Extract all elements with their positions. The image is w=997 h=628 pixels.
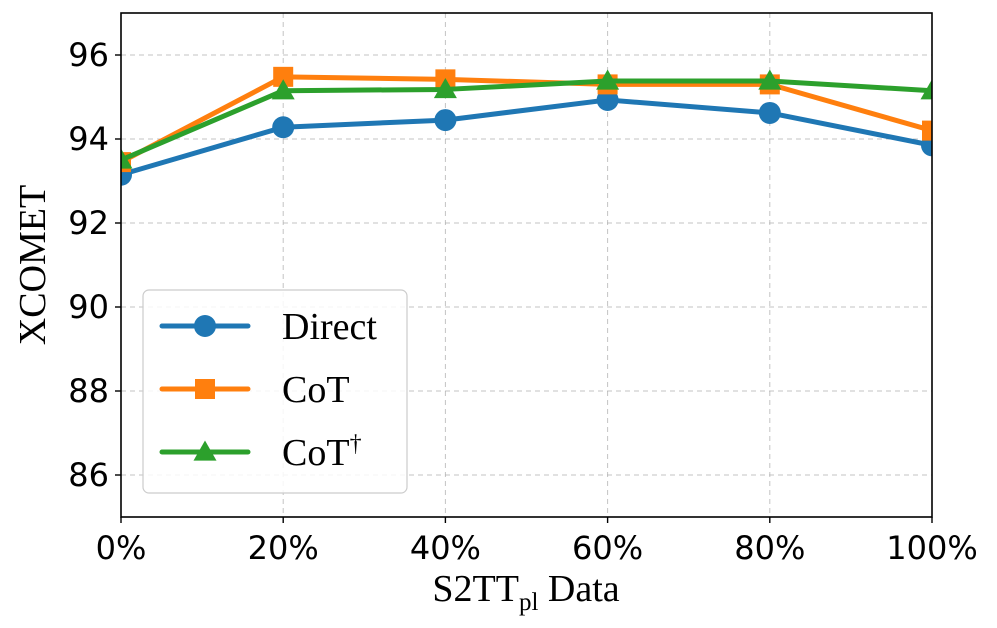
series-line [121, 78, 932, 163]
legend-box [142, 289, 408, 494]
x-axis-label-tail: Data [538, 568, 619, 610]
legend-label-text: Direct [282, 306, 377, 348]
x-tick-label: 0% [96, 529, 147, 567]
data-point-circle [758, 101, 781, 124]
series-layer [121, 66, 932, 186]
legend-entry: Direct [159, 306, 377, 348]
x-axis: 0% 20% 40% 60% 80% 100% [96, 517, 978, 567]
y-tick-label: 90 [68, 288, 109, 326]
data-point-triangle [596, 69, 620, 90]
legend-label: CoT† [282, 431, 362, 474]
legend-entry: CoT† [159, 431, 362, 474]
legend-label: Direct [282, 306, 377, 348]
legend-swatch-square [195, 379, 215, 399]
y-tick-label: 88 [68, 372, 109, 410]
x-tick-label: 60% [572, 529, 643, 567]
x-axis-label-sub: pl [519, 589, 539, 616]
data-point-triangle [271, 79, 295, 100]
data-point-triangle [920, 79, 932, 100]
data-point-square [922, 120, 932, 141]
legend-entry: CoT [159, 369, 350, 411]
data-point-circle [272, 116, 295, 139]
y-tick-label: 92 [68, 204, 109, 242]
x-tick-label: 40% [410, 529, 481, 567]
x-tick-label: 20% [248, 529, 319, 567]
data-point-square [273, 66, 294, 87]
legend-swatch-triangle [193, 440, 217, 461]
y-tick-label: 86 [68, 456, 109, 494]
data-point-triangle [121, 148, 133, 169]
x-axis-label: S2TTpl Data [432, 568, 619, 616]
legend-label-superscript: † [350, 431, 362, 457]
data-point-circle [434, 109, 457, 132]
data-point-circle [596, 88, 619, 111]
legend-label: CoT [282, 369, 350, 411]
series-line [121, 97, 932, 178]
x-tick-label: 100% [886, 529, 977, 567]
y-tick-label: 94 [68, 120, 109, 158]
series-line [121, 74, 932, 165]
plot-frame [120, 12, 933, 518]
data-point-triangle [433, 77, 457, 99]
y-axis-label: XCOMET [12, 185, 54, 345]
data-point-triangle [758, 69, 782, 90]
legend-label-text: CoT [282, 432, 350, 474]
y-axis: 86 88 90 92 94 96 [68, 36, 121, 494]
y-tick-label: 96 [68, 36, 109, 74]
legend-swatch-circle [194, 315, 216, 337]
series-2 [121, 69, 932, 169]
x-axis-label-main: S2TT [432, 568, 519, 610]
legend-label-text: CoT [282, 369, 350, 411]
series-0 [121, 88, 932, 186]
x-tick-label: 80% [734, 529, 805, 567]
